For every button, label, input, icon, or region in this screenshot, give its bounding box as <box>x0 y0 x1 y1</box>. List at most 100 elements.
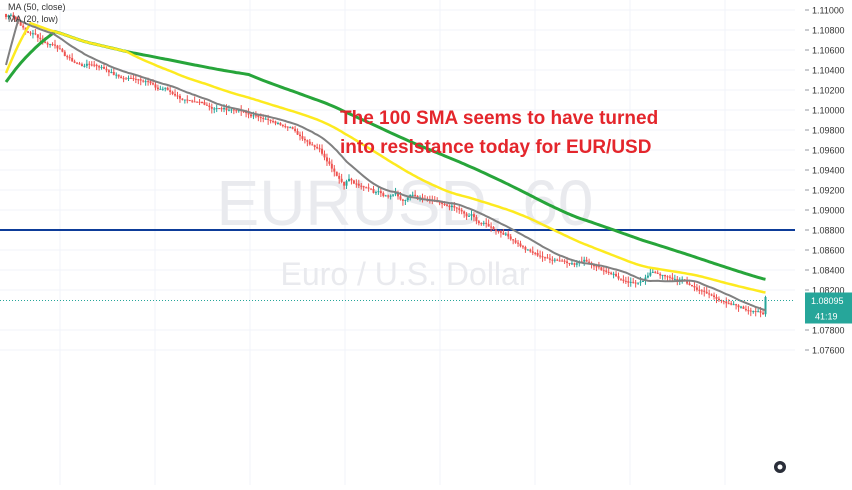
candle-body <box>259 117 262 119</box>
candle-body <box>759 311 762 313</box>
candle-body <box>88 63 91 65</box>
candle-body <box>345 181 348 186</box>
candle-body <box>286 126 289 128</box>
candle-body <box>142 80 145 82</box>
candle-body <box>262 117 265 119</box>
candle-body <box>220 108 223 110</box>
candle-body <box>595 266 598 268</box>
candle-body <box>29 32 32 34</box>
y-tick-label: 1.07600 <box>812 346 845 356</box>
candle-body <box>289 127 292 129</box>
candle-body <box>676 278 679 281</box>
candle-body <box>169 90 172 92</box>
candle-body <box>713 295 716 298</box>
candle-body <box>602 270 605 272</box>
candle-body <box>301 136 304 139</box>
candle-body <box>649 272 652 276</box>
badges: 1.08095 41:19 <box>805 292 852 324</box>
candle-body <box>196 101 199 103</box>
candle-body <box>732 304 735 306</box>
candle-body <box>617 276 620 279</box>
candle-body <box>558 260 561 262</box>
candle-body <box>164 87 167 89</box>
candle-body <box>27 31 30 33</box>
candle-body <box>615 273 618 277</box>
candle-body <box>115 74 118 76</box>
candle-body <box>414 194 417 197</box>
candle-body <box>56 45 59 49</box>
candle-body <box>593 265 595 267</box>
candle-body <box>284 126 287 128</box>
candle-body <box>294 128 297 131</box>
candle-body <box>321 148 324 154</box>
candle-body <box>176 95 179 97</box>
candle-body <box>622 279 625 281</box>
legend-ma20: MA (20, low) <box>8 14 58 24</box>
candle-body <box>607 271 610 273</box>
candle-body <box>700 290 703 292</box>
candle-body <box>693 286 696 288</box>
candle-body <box>34 33 37 35</box>
candle-body <box>757 311 760 313</box>
candle-body <box>600 267 603 271</box>
candle-body <box>181 98 184 100</box>
candle-body <box>188 100 191 102</box>
annotation-line-1: The 100 SMA seems to have turned <box>340 108 658 129</box>
candle-body <box>274 121 277 124</box>
candle-body <box>218 108 221 110</box>
candle-body <box>548 258 551 260</box>
candle-body <box>492 226 495 230</box>
candle-body <box>421 197 424 199</box>
countdown-badge-bg <box>805 308 852 324</box>
candle-body <box>703 290 706 292</box>
candle-body <box>754 311 757 313</box>
candle-body <box>448 205 451 208</box>
candle-body <box>482 222 485 224</box>
candle-body <box>639 281 642 283</box>
candle-body <box>735 304 738 306</box>
candle-body <box>416 196 419 198</box>
candle-body <box>752 311 755 313</box>
candle-body <box>323 153 326 158</box>
candle-body <box>497 230 500 232</box>
candle-body <box>742 306 745 309</box>
candle-body <box>31 33 34 35</box>
candle-body <box>156 87 159 90</box>
price-badge-bg <box>805 292 852 309</box>
candle-body <box>232 109 235 111</box>
candle-body <box>717 298 720 301</box>
y-tick-label: 1.10200 <box>812 86 845 96</box>
candle-body <box>225 108 228 111</box>
candle-body <box>632 281 635 283</box>
candle-body <box>54 44 56 46</box>
candle-body <box>514 240 517 243</box>
candle-body <box>529 249 532 252</box>
candle-body <box>392 194 395 196</box>
candle-body <box>382 193 385 196</box>
candle-body <box>517 242 520 244</box>
candle-body <box>507 233 510 237</box>
candle-body <box>470 214 473 216</box>
y-tick-label: 1.09000 <box>812 206 845 216</box>
candle-body <box>573 263 576 265</box>
candle-body <box>313 145 316 147</box>
candle-body <box>389 195 392 197</box>
candle-body <box>468 215 471 217</box>
candle-body <box>744 308 747 311</box>
y-tick-label: 1.09200 <box>812 186 845 196</box>
candle-body <box>681 279 684 281</box>
candle-body <box>656 272 659 274</box>
candle-body <box>311 144 314 146</box>
candle-body <box>629 281 632 283</box>
y-tick-label: 1.09800 <box>812 126 845 136</box>
candle-body <box>504 233 507 235</box>
candle-body <box>299 134 301 137</box>
candle-body <box>610 272 613 274</box>
candle-body <box>230 109 233 111</box>
candle-body <box>22 25 25 28</box>
candle-body <box>568 262 571 264</box>
y-tick-label: 1.10000 <box>812 106 845 116</box>
price-axis-bg <box>805 0 852 485</box>
